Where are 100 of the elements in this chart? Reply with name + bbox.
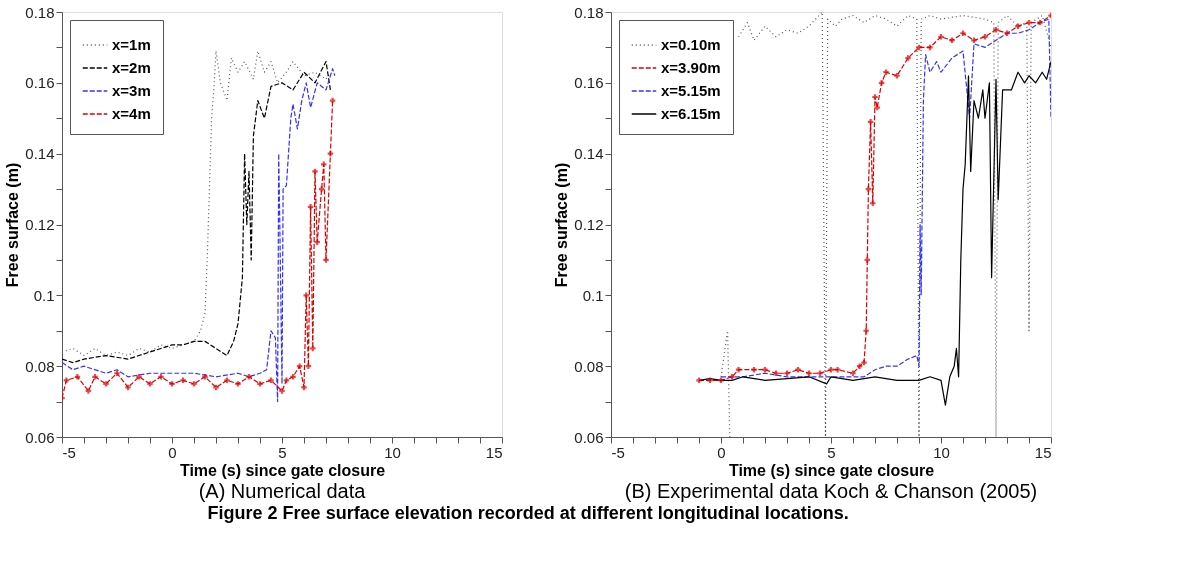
y-tick-label: 0.06 bbox=[25, 428, 55, 446]
x-tick-label: 10 bbox=[384, 443, 401, 461]
caption: Figure 2 Free surface elevation recorded at different longitudinal locations. bbox=[207, 502, 849, 523]
x-tick-label: 15 bbox=[485, 443, 503, 461]
point bbox=[817, 370, 823, 376]
point bbox=[103, 381, 109, 387]
point bbox=[927, 44, 933, 51]
x-axis-title: Time (s) since gate closure bbox=[728, 461, 935, 479]
point bbox=[169, 381, 175, 387]
point bbox=[136, 374, 142, 380]
point bbox=[1037, 19, 1043, 26]
point bbox=[147, 381, 153, 387]
point bbox=[246, 374, 252, 380]
point bbox=[865, 186, 872, 192]
y-tick-label: 0.18 bbox=[574, 3, 604, 21]
legend-label: x=0.10m bbox=[661, 36, 721, 53]
y-tick-label: 0.12 bbox=[574, 216, 604, 233]
y-tick-label: 0.16 bbox=[25, 74, 55, 92]
y-axis-title: Free surface (m) bbox=[4, 162, 22, 288]
point bbox=[158, 374, 164, 380]
point bbox=[960, 30, 966, 36]
point bbox=[310, 345, 316, 352]
legend-label: x=4m bbox=[112, 105, 151, 122]
y-tick-label: 0.1 bbox=[33, 286, 55, 304]
point bbox=[224, 377, 230, 384]
point bbox=[307, 204, 314, 210]
point bbox=[180, 377, 186, 384]
x-tick-label: 15 bbox=[1034, 443, 1052, 461]
point bbox=[301, 384, 307, 391]
point bbox=[1015, 23, 1021, 29]
legend-label: x=2m bbox=[112, 59, 151, 76]
point bbox=[828, 366, 834, 373]
y-tick-label: 0.12 bbox=[25, 216, 55, 233]
y-tick-label: 0.16 bbox=[574, 74, 604, 92]
legend-label: x=3.90m bbox=[661, 59, 721, 76]
point bbox=[938, 34, 944, 40]
point bbox=[257, 381, 263, 387]
point bbox=[305, 363, 312, 369]
y-tick-label: 0.18 bbox=[25, 3, 55, 21]
point bbox=[982, 34, 988, 40]
point bbox=[268, 377, 274, 384]
y-tick-label: 0.1 bbox=[582, 286, 604, 304]
y-tick-label: 0.14 bbox=[574, 145, 604, 163]
point bbox=[894, 73, 900, 79]
point bbox=[874, 104, 880, 111]
y-tick-label: 0.08 bbox=[574, 357, 604, 375]
point bbox=[329, 97, 336, 104]
x-tick-label: -5 bbox=[611, 443, 625, 461]
point bbox=[864, 257, 871, 263]
point bbox=[321, 161, 327, 168]
x-axis-title: Time (s) since gate closure bbox=[179, 461, 386, 479]
point bbox=[312, 168, 318, 175]
point bbox=[85, 388, 92, 394]
point bbox=[773, 370, 779, 376]
point bbox=[202, 374, 208, 380]
point bbox=[191, 381, 197, 387]
point bbox=[971, 37, 977, 44]
legend-label: x=3m bbox=[112, 82, 151, 99]
point bbox=[905, 55, 911, 61]
point bbox=[1026, 19, 1032, 26]
y-tick-label: 0.08 bbox=[25, 357, 55, 375]
point bbox=[878, 80, 885, 86]
point bbox=[92, 374, 98, 380]
point bbox=[1004, 30, 1010, 36]
y-tick-label: 0.06 bbox=[574, 428, 604, 446]
point bbox=[916, 44, 922, 51]
point bbox=[729, 374, 735, 380]
point bbox=[213, 384, 219, 391]
point bbox=[861, 359, 867, 366]
point bbox=[290, 374, 296, 380]
point bbox=[696, 377, 702, 384]
point bbox=[762, 366, 768, 373]
text: (B) Experimental data Koch & Chanson (2005) bbox=[624, 480, 1038, 502]
point bbox=[323, 257, 329, 263]
point bbox=[806, 370, 812, 376]
x-tick-label: 5 bbox=[827, 443, 836, 461]
point bbox=[279, 388, 285, 394]
point bbox=[872, 94, 878, 100]
text: (A) Numerical data bbox=[198, 480, 367, 502]
x-tick-label: 0 bbox=[717, 443, 726, 461]
point bbox=[856, 363, 863, 369]
legend-label: x=6.15m bbox=[661, 105, 721, 122]
point bbox=[235, 381, 241, 387]
point bbox=[867, 119, 874, 125]
point bbox=[870, 200, 876, 206]
x-tick-label: -5 bbox=[62, 443, 76, 461]
point bbox=[751, 366, 757, 373]
point bbox=[718, 377, 724, 384]
x-tick-label: 10 bbox=[933, 443, 950, 461]
point bbox=[303, 292, 309, 299]
point bbox=[707, 377, 713, 384]
legend-label: x=1m bbox=[112, 36, 151, 53]
point bbox=[784, 370, 790, 376]
point bbox=[795, 366, 801, 373]
legend-label: x=5.15m bbox=[661, 82, 721, 99]
point bbox=[850, 370, 856, 376]
point bbox=[318, 186, 325, 192]
point bbox=[114, 370, 120, 376]
x-tick-label: 0 bbox=[168, 443, 177, 461]
point bbox=[296, 363, 303, 369]
